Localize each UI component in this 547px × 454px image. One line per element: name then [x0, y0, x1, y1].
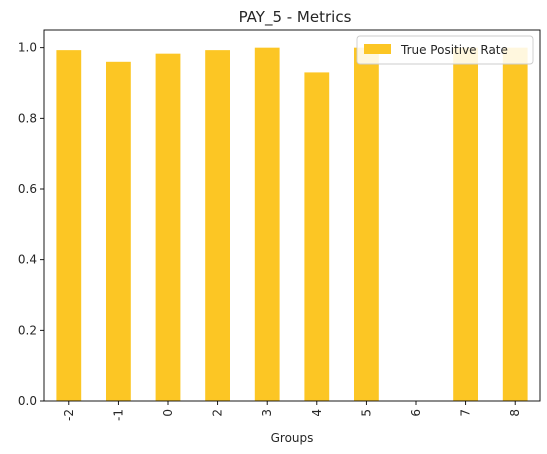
bar-7 [453, 47, 478, 402]
legend: True Positive Rate [356, 35, 534, 65]
y-tick-label: 0.6 [18, 182, 37, 196]
y-tick-label: 1.0 [18, 41, 37, 55]
x-tick-label: 0 [161, 409, 175, 417]
bar-8 [502, 47, 528, 402]
x-tick-label: 6 [409, 409, 423, 417]
x-tick-label: 4 [310, 409, 324, 417]
y-tick-label: 0.2 [18, 323, 37, 337]
y-tick-label: 0.0 [18, 394, 37, 408]
bars-group [56, 47, 528, 402]
x-tick-label: 3 [260, 409, 274, 417]
bar-3 [254, 47, 280, 402]
x-tick-label: 2 [211, 409, 225, 417]
bar-5 [354, 47, 379, 402]
y-tick-label: 0.4 [18, 253, 37, 267]
bar-4 [304, 72, 330, 402]
legend-swatch [364, 44, 391, 54]
y-tick-label: 0.8 [18, 111, 37, 125]
x-tick-label: 8 [508, 409, 522, 417]
plot-area-frame [43, 29, 541, 402]
x-tick-label: -2 [62, 409, 76, 421]
bar-2 [205, 50, 230, 401]
x-tick-label: 7 [459, 409, 473, 417]
chart-title: PAY_5 - Metrics [239, 8, 352, 27]
y-axis: 0.0 0.2 0.4 0.6 0.8 1.0 [18, 41, 44, 408]
bar-0 [155, 53, 181, 402]
x-tick-label: -1 [111, 409, 125, 421]
bar--2 [56, 50, 82, 401]
x-axis-label: Groups [271, 431, 314, 445]
x-axis: -2 -1 0 2 3 4 5 6 7 8 [62, 401, 522, 421]
x-tick-label: 5 [359, 409, 373, 417]
legend-label: True Positive Rate [400, 43, 508, 57]
bar--1 [106, 61, 131, 402]
legend-frame [356, 35, 534, 65]
